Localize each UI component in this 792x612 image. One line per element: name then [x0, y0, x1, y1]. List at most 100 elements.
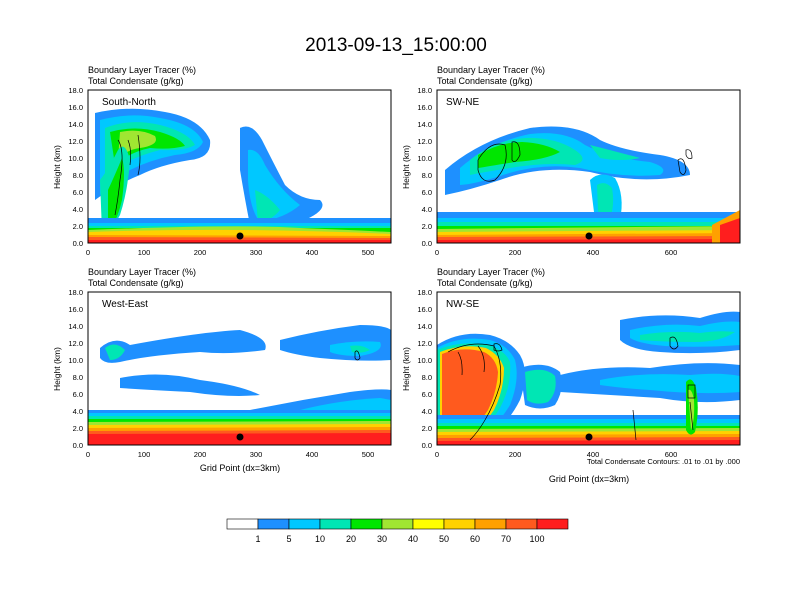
location-marker — [585, 232, 593, 240]
colorbar-swatch — [257, 518, 290, 530]
x-tick-labels: 0 200 400 600 — [435, 248, 677, 257]
panel-south-north: Boundary Layer Tracer (%) Total Condensa… — [52, 65, 392, 257]
y-tick-label: 10.0 — [68, 154, 83, 163]
colorbar-swatches — [226, 518, 569, 530]
panel-nw-se: Boundary Layer Tracer (%) Total Condensa… — [401, 267, 741, 484]
y-tick-label: 8.0 — [422, 171, 432, 180]
plot-frame — [436, 89, 741, 244]
colorbar-swatch — [350, 518, 383, 530]
plot-frame — [87, 89, 392, 244]
y-tick-label: 10.0 — [417, 356, 432, 365]
panel-title-line2: Total Condensate (g/kg) — [437, 76, 533, 86]
colorbar-labels: 1 5 10 20 30 40 50 60 70 100 — [255, 534, 544, 544]
y-tick-label: 4.0 — [73, 407, 83, 416]
y-axis-label: Height (km) — [401, 145, 411, 189]
y-tick-label: 16.0 — [68, 305, 83, 314]
colorbar-label: 100 — [529, 534, 544, 544]
plot-frame — [436, 291, 741, 446]
heatmap-field — [88, 325, 391, 445]
panel-title-line1: Boundary Layer Tracer (%) — [88, 267, 196, 277]
y-tick-label: 12.0 — [68, 339, 83, 348]
y-tick-label: 10.0 — [417, 154, 432, 163]
y-axis-label: Height (km) — [52, 145, 62, 189]
location-marker — [585, 433, 593, 441]
x-axis-label: Grid Point (dx=3km) — [200, 463, 280, 473]
y-tick-label: 6.0 — [422, 390, 432, 399]
y-tick-label: 18.0 — [417, 288, 432, 297]
y-tick-label: 4.0 — [422, 407, 432, 416]
panel-title-line2: Total Condensate (g/kg) — [88, 76, 184, 86]
heatmap-field — [437, 126, 740, 243]
x-tick-label: 500 — [362, 248, 375, 257]
x-tick-label: 400 — [306, 450, 319, 459]
y-tick-labels: 0.0 2.0 4.0 6.0 8.0 10.0 12.0 14.0 16.0 … — [68, 86, 83, 248]
colorbar-swatch — [505, 518, 538, 530]
colorbar-label: 1 — [255, 534, 260, 544]
x-tick-label: 500 — [362, 450, 375, 459]
y-tick-label: 16.0 — [68, 103, 83, 112]
x-tick-labels: 0 100 200 300 400 500 — [86, 248, 374, 257]
y-tick-label: 18.0 — [417, 86, 432, 95]
panel-west-east: Boundary Layer Tracer (%) Total Condensa… — [52, 267, 392, 473]
panel-label: NW-SE — [446, 299, 479, 310]
y-tick-label: 4.0 — [422, 205, 432, 214]
y-tick-label: 0.0 — [73, 441, 83, 450]
y-tick-label: 16.0 — [417, 103, 432, 112]
x-axis-label: Grid Point (dx=3km) — [549, 474, 629, 484]
y-tick-label: 14.0 — [417, 120, 432, 129]
colorbar: 1 5 10 20 30 40 50 60 70 100 — [226, 518, 569, 544]
y-tick-label: 8.0 — [73, 171, 83, 180]
colorbar-swatch — [474, 518, 507, 530]
y-tick-label: 0.0 — [422, 239, 432, 248]
y-tick-label: 10.0 — [68, 356, 83, 365]
y-tick-label: 18.0 — [68, 288, 83, 297]
panel-title-line2: Total Condensate (g/kg) — [88, 278, 184, 288]
y-tick-label: 6.0 — [73, 188, 83, 197]
x-tick-label: 200 — [509, 248, 522, 257]
panel-title-line2: Total Condensate (g/kg) — [437, 278, 533, 288]
colorbar-swatch — [443, 518, 476, 530]
y-tick-label: 12.0 — [417, 137, 432, 146]
x-tick-label: 300 — [250, 248, 263, 257]
y-tick-label: 8.0 — [422, 373, 432, 382]
panel-label: South-North — [102, 97, 156, 108]
x-tick-label: 0 — [435, 248, 439, 257]
colorbar-label: 40 — [408, 534, 418, 544]
x-tick-label: 300 — [250, 450, 263, 459]
colorbar-label: 20 — [346, 534, 356, 544]
panel-label: SW-NE — [446, 97, 479, 108]
colorbar-swatch — [381, 518, 414, 530]
x-tick-label: 0 — [86, 450, 90, 459]
colorbar-label: 10 — [315, 534, 325, 544]
y-tick-label: 12.0 — [417, 339, 432, 348]
x-tick-label: 400 — [587, 248, 600, 257]
y-tick-label: 2.0 — [422, 424, 432, 433]
colorbar-swatch — [319, 518, 352, 530]
panel-label: West-East — [102, 299, 148, 310]
location-marker — [236, 433, 244, 441]
y-tick-label: 2.0 — [73, 222, 83, 231]
colorbar-swatch — [412, 518, 445, 530]
x-tick-label: 0 — [86, 248, 90, 257]
panel-title-line1: Boundary Layer Tracer (%) — [437, 267, 545, 277]
y-tick-labels: 0.0 2.0 4.0 6.0 8.0 10.0 12.0 14.0 16.0 … — [68, 288, 83, 450]
x-tick-labels: 0 200 400 600 — [435, 450, 677, 459]
y-tick-label: 16.0 — [417, 305, 432, 314]
colorbar-label: 60 — [470, 534, 480, 544]
plot-frame — [87, 291, 392, 446]
y-tick-label: 18.0 — [68, 86, 83, 95]
location-marker — [236, 232, 244, 240]
y-tick-label: 6.0 — [73, 390, 83, 399]
contour-note: Total Condensate Contours: .01 to .01 by… — [587, 457, 740, 466]
colorbar-swatch — [288, 518, 321, 530]
x-tick-label: 100 — [138, 450, 151, 459]
y-tick-label: 14.0 — [68, 120, 83, 129]
x-tick-label: 600 — [665, 450, 678, 459]
y-tick-label: 14.0 — [417, 322, 432, 331]
heatmap-field — [88, 108, 391, 243]
y-tick-label: 12.0 — [68, 137, 83, 146]
x-tick-label: 600 — [665, 248, 678, 257]
colorbar-swatch — [536, 518, 569, 530]
x-tick-label: 400 — [306, 248, 319, 257]
colorbar-swatch — [226, 518, 259, 530]
